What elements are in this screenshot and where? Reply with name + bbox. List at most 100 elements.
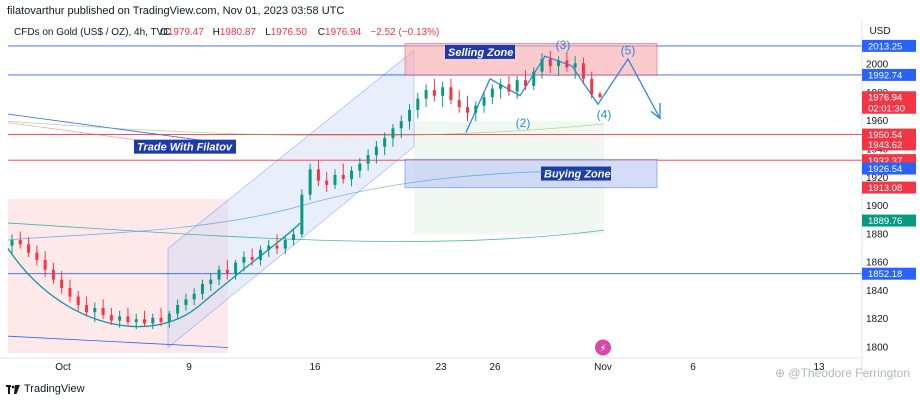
wave-label: (2) (516, 116, 531, 130)
descending-channel-bottom (7, 335, 229, 348)
watermark: ⊕ @Theodore Ferrington (775, 366, 910, 380)
candle-body (399, 121, 403, 129)
price-label: 1932.37 (868, 156, 902, 167)
candle-body (374, 146, 378, 156)
price-label-bg (862, 267, 916, 280)
candle-body (540, 58, 544, 72)
x-tick-label: Oct (55, 362, 71, 373)
price-label-bg (862, 181, 916, 194)
candle-body (176, 305, 180, 314)
candle-body (192, 293, 196, 300)
candle-body (325, 180, 329, 185)
candle-body (581, 63, 585, 79)
candle-body (441, 87, 445, 96)
price-label-bg (862, 214, 916, 227)
selling-zone-box (404, 43, 658, 76)
y-tick-label: 1800 (866, 343, 889, 354)
price-label: 1950.54 (868, 130, 902, 141)
price-chart[interactable]: CFDs on Gold (US$ / OZ), 4h, TVC O1979.4… (0, 20, 920, 381)
candle-body (532, 71, 536, 86)
candle-body (565, 60, 569, 68)
x-tick-label: 26 (489, 362, 501, 373)
buying-zone-label-bg (541, 166, 611, 181)
price-label: 1913.08 (868, 183, 902, 194)
candle-body (590, 78, 594, 95)
price-label: 1852.18 (868, 269, 902, 280)
publisher-line: filatovarthur published on TradingView.c… (7, 5, 345, 17)
candle-body (465, 107, 469, 113)
ma-slow-line (7, 222, 605, 242)
candle-body (333, 174, 337, 185)
candle-body (424, 90, 428, 99)
y-tick-label: 1900 (866, 201, 889, 212)
candle-body (482, 97, 486, 106)
candle-body (557, 60, 561, 67)
x-tick-label: 16 (309, 362, 321, 373)
candle-body (10, 240, 14, 246)
candle-body (134, 319, 138, 323)
candle-body (292, 234, 296, 241)
price-label: 2013.25 (868, 41, 902, 52)
candle-body (523, 80, 527, 86)
chart-frame[interactable]: CFDs on Gold (US$ / OZ), 4h, TVC O1979.4… (0, 20, 920, 381)
candle-body (432, 90, 436, 96)
candle-body (449, 87, 453, 100)
x-tick-label: Nov (594, 362, 612, 373)
footer: TradingView (6, 383, 85, 395)
candle-body (366, 155, 370, 164)
ma-mid-line (7, 120, 605, 137)
y-tick-label: 2000 (866, 60, 889, 71)
ma-fast-line (7, 170, 605, 241)
candle-body (51, 269, 55, 280)
candle-body (18, 240, 22, 245)
candle-body (548, 58, 552, 67)
x-tick-label: 6 (690, 362, 696, 373)
price-label-bg (862, 101, 916, 114)
candle-body (341, 174, 345, 180)
candle-body (43, 259, 47, 270)
candle-body (93, 307, 97, 313)
price-label-bg (862, 128, 916, 141)
candle-body (416, 98, 420, 110)
descending-channel-top (7, 113, 229, 145)
tradingview-logo-icon (6, 385, 20, 394)
candle-body (242, 256, 246, 263)
candle-body (68, 288, 72, 297)
price-label: 1943.62 (868, 140, 902, 151)
candle-body (250, 256, 254, 260)
footer-brand: TradingView (24, 383, 85, 395)
wave-label: (5) (621, 44, 636, 58)
candle-body (76, 296, 80, 306)
candle-body (143, 319, 147, 324)
candle-body (391, 128, 395, 139)
x-tick-label: 23 (435, 362, 447, 373)
candle-body (358, 163, 362, 171)
selling-zone-label-bg (445, 44, 515, 59)
candle-body (118, 316, 122, 321)
y-tick-label: 1840 (866, 286, 889, 297)
wave-label: (3) (556, 38, 571, 52)
candle-body (60, 279, 64, 289)
price-label: 02:01:30 (868, 103, 905, 114)
candle-body (217, 269, 221, 280)
candle-body (408, 109, 412, 122)
price-label: 1926.54 (868, 164, 902, 175)
annotation-bg (134, 139, 236, 154)
candle-body (234, 262, 238, 274)
price-label: 1889.76 (868, 216, 902, 227)
candle-body (316, 169, 320, 181)
candle-body (126, 316, 130, 323)
candle-body (350, 170, 354, 180)
candle-body (27, 244, 31, 253)
candle-body (283, 240, 287, 249)
candle-body (490, 88, 494, 98)
candle-body (35, 252, 39, 260)
candle-body (300, 194, 304, 235)
svg-text:⚡: ⚡ (599, 344, 606, 355)
candle-body (109, 314, 113, 321)
projection-arrowhead (650, 102, 661, 120)
ohlc-l: L1976.50 (265, 27, 307, 38)
candle-body (515, 80, 519, 92)
candle-body (499, 84, 503, 89)
